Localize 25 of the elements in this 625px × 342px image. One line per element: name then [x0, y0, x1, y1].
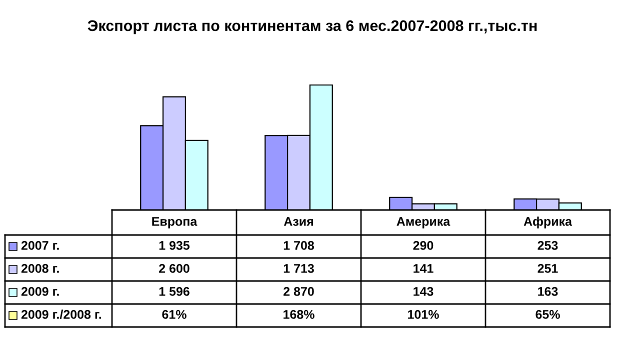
legend-label: 2008 г.	[21, 264, 59, 273]
data-label: 251	[538, 264, 558, 273]
x-tick-label: Америка	[396, 217, 450, 228]
text: 168%	[284, 310, 314, 319]
data-label: 163	[538, 287, 558, 296]
data-label: 253	[538, 241, 558, 250]
text: 101%	[408, 310, 439, 319]
x-tick-label: Африка	[524, 216, 572, 228]
x-tick-label: Европа	[152, 217, 198, 228]
data-label: 141	[414, 264, 434, 273]
chart-title: Экспорт листа по континентам за 6 мес.2007-2008 гг.,тыс.тн	[88, 20, 537, 34]
data-label: 1 713	[284, 264, 314, 273]
legend-label: 2009 г./2008 г.	[21, 310, 102, 319]
data-label: 2 600	[159, 264, 190, 273]
data-label: 1 935	[159, 241, 190, 250]
legend-label: 2007 г.	[21, 241, 59, 250]
data-label: 143	[414, 287, 434, 296]
data-label: 1 596	[159, 287, 190, 296]
data-label: 290	[413, 241, 434, 250]
legend-label: 2009 г.	[21, 287, 59, 296]
x-tick-label: Азия	[284, 217, 313, 226]
text: 61%	[162, 310, 186, 319]
data-label: 2 870	[284, 287, 314, 296]
text: 65%	[536, 310, 560, 319]
data-label: 1 708	[284, 241, 314, 250]
